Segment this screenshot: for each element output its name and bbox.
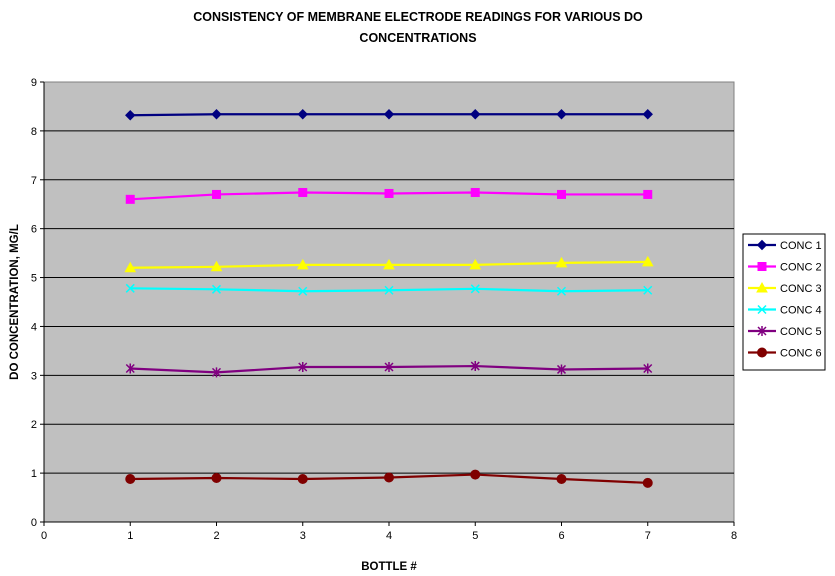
data-point (556, 109, 567, 120)
data-point (384, 188, 394, 198)
legend-label: CONC 6 (780, 348, 822, 360)
y-axis-title: DO CONCENTRATION, MG/L (9, 224, 21, 380)
data-point (383, 109, 395, 120)
legend-swatch-marker (756, 239, 768, 251)
legend-label: CONC 4 (780, 305, 822, 317)
data-point (470, 469, 481, 480)
data-point (643, 285, 653, 295)
legend-swatch-marker (756, 281, 768, 293)
data-point (125, 363, 135, 374)
axes: 0 1 2 3 4 5 6 7 8 9 0 1 2 3 4 5 6 7 8 (31, 77, 737, 542)
data-point (557, 189, 566, 199)
data-point (384, 285, 394, 295)
y-tick-label: 4 (31, 321, 37, 333)
data-point (470, 284, 480, 294)
data-point (383, 258, 395, 270)
data-point (643, 363, 653, 374)
legend: CONC 1 CONC 2 CONC 3 CONC 4 CONC 5 CONC 6 (742, 233, 826, 371)
data-point (125, 194, 135, 204)
legend-item: CONC 5 (748, 326, 822, 338)
series-layer (124, 109, 654, 488)
data-point (641, 255, 654, 267)
x-tick-label: 7 (645, 530, 651, 542)
y-tick-label: 3 (31, 370, 37, 382)
x-tick-label: 4 (386, 530, 392, 542)
data-point (470, 109, 481, 120)
data-point (469, 258, 482, 270)
x-tick-label: 5 (472, 530, 478, 542)
series-1 (125, 109, 653, 121)
data-point (642, 477, 653, 488)
gridlines (44, 130, 734, 474)
y-tick-label: 5 (31, 273, 37, 285)
legend-swatch-marker (757, 326, 767, 336)
chart-title-line-1: CONSISTENCY OF MEMBRANE ELECTRODE READIN… (193, 10, 643, 24)
legend-label: CONC 2 (780, 262, 822, 274)
data-point (211, 109, 222, 120)
y-tick-label: 2 (31, 419, 37, 431)
legend-item: CONC 6 (748, 347, 822, 360)
legend-swatch-marker (757, 304, 767, 315)
series-5 (125, 361, 653, 378)
x-tick-label: 2 (213, 530, 219, 542)
data-point (125, 473, 136, 484)
data-point (556, 286, 567, 296)
data-point (556, 473, 567, 484)
series-3 (124, 255, 654, 273)
data-point (470, 361, 480, 372)
y-tick-label: 9 (31, 77, 37, 89)
data-point (297, 473, 308, 484)
y-tick-label: 8 (31, 126, 37, 138)
data-point (211, 473, 222, 483)
x-tick-label: 3 (300, 530, 306, 542)
x-tick-label: 6 (558, 530, 564, 542)
data-point (125, 110, 136, 121)
data-point (296, 258, 309, 270)
series-2 (125, 187, 653, 204)
data-point (470, 187, 480, 197)
data-point (211, 367, 222, 378)
data-point (212, 189, 221, 199)
y-tick-label: 7 (31, 175, 37, 187)
data-point (298, 187, 308, 197)
x-axis-title: BOTTLE # (361, 561, 417, 573)
legend-swatch-marker (757, 262, 767, 271)
series-4 (125, 283, 653, 296)
data-point (642, 109, 653, 120)
data-point (556, 364, 567, 375)
x-tick-label: 0 (41, 530, 47, 542)
data-point (643, 189, 653, 199)
legend-label: CONC 5 (780, 326, 822, 338)
y-tick-label: 6 (31, 224, 37, 236)
data-point (124, 261, 137, 273)
chart-title-line-2: CONCENTRATIONS (359, 31, 476, 45)
legend-item: CONC 2 (748, 262, 822, 274)
data-point (298, 362, 308, 373)
data-point (384, 472, 394, 483)
legend-label: CONC 1 (780, 240, 822, 252)
series-6 (125, 469, 653, 488)
data-point (125, 283, 135, 293)
data-point (211, 284, 222, 294)
plot-area (43, 81, 735, 523)
data-point (555, 256, 568, 268)
x-tick-label: 1 (127, 530, 133, 542)
data-point (298, 286, 308, 296)
legend-box (742, 233, 826, 371)
data-point (210, 260, 223, 272)
y-tick-label: 0 (31, 517, 37, 529)
y-tick-label: 1 (31, 468, 37, 480)
data-point (297, 109, 308, 120)
legend-item: CONC 1 (748, 239, 822, 252)
legend-label: CONC 3 (780, 283, 822, 295)
legend-item: CONC 4 (748, 305, 822, 317)
data-point (384, 362, 394, 373)
legend-swatch-marker (757, 347, 767, 358)
x-tick-label: 8 (731, 530, 737, 542)
legend-item: CONC 3 (748, 281, 822, 295)
